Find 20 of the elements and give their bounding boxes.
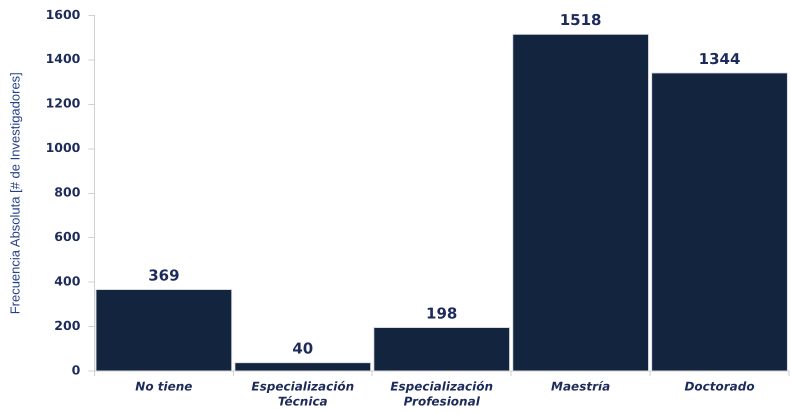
data-label: 1344 — [698, 50, 740, 68]
y-tick-label: 0 — [72, 362, 81, 378]
y-tick-label: 800 — [54, 184, 81, 200]
y-tick-label: 400 — [54, 273, 81, 288]
x-tick-label: Especialización Profesional — [390, 380, 494, 409]
x-tick-label: No tiene — [135, 380, 192, 394]
y-tick-label: 200 — [54, 318, 81, 333]
data-label: 198 — [426, 304, 458, 322]
y-tick-label: 600 — [54, 228, 81, 244]
y-tick-label: 1200 — [46, 96, 81, 111]
x-tick-label: Maestría — [551, 380, 610, 394]
y-tick-label: 1400 — [46, 51, 81, 66]
x-tick-label: Doctorado — [684, 380, 755, 394]
data-label: 40 — [292, 340, 314, 358]
y-tick-label: 1600 — [46, 6, 81, 22]
y-axis-title: Frecuencia Absoluta [# de Investigadores] — [7, 72, 22, 314]
x-tick-label: Especialización Técnica — [251, 380, 354, 409]
data-label: 369 — [148, 266, 180, 284]
data-label: 1518 — [560, 11, 602, 30]
y-tick-label: 1000 — [46, 140, 81, 156]
